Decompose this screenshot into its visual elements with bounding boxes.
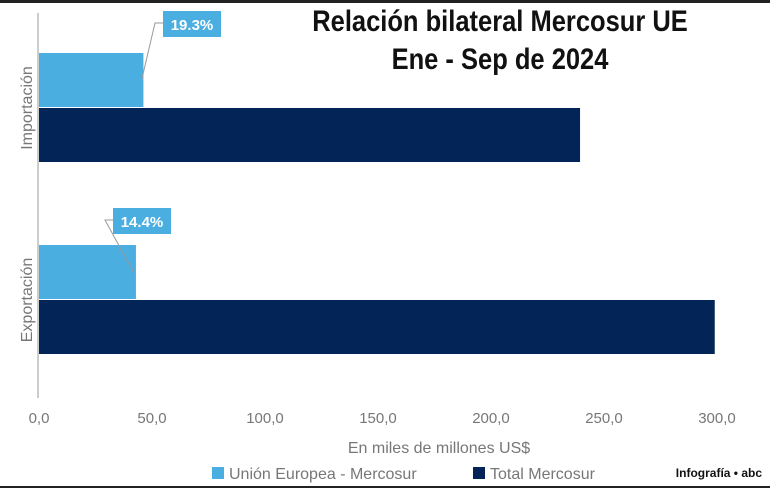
annotation-label: 19.3% xyxy=(171,17,214,34)
bar-total xyxy=(39,300,715,354)
x-tick-label: 50,0 xyxy=(137,410,166,427)
x-tick-label: 100,0 xyxy=(246,410,284,427)
legend-swatch xyxy=(473,467,485,479)
bar-eu xyxy=(39,53,144,107)
x-tick-label: 0,0 xyxy=(29,410,50,427)
bar-eu xyxy=(39,245,136,299)
annotation-box xyxy=(113,208,171,234)
category-label: Exportación xyxy=(19,258,36,343)
x-tick-label: 200,0 xyxy=(472,410,510,427)
legend-label: Unión Europea - Mercosur xyxy=(229,466,417,483)
category-label: Importación xyxy=(19,66,36,150)
annotation-leader xyxy=(140,22,163,82)
annotation-leader xyxy=(104,219,135,274)
plot-area: Importación 19.3% Exportación 14.4% 0,0 50,0 1… xyxy=(19,11,736,483)
x-tick-label: 300,0 xyxy=(698,410,736,427)
credit: Infografía • abc xyxy=(675,466,762,480)
x-axis-title: En miles de millones US$ xyxy=(348,440,530,457)
legend-label: Total Mercosur xyxy=(490,466,596,483)
chart-subtitle: Ene - Sep de 2024 xyxy=(391,43,609,76)
annotation-box xyxy=(163,11,221,37)
chart-title: Relación bilateral Mercosur UE xyxy=(312,5,688,38)
bar-total xyxy=(39,108,581,162)
x-tick-label: 150,0 xyxy=(359,410,397,427)
annotation-label: 14.4% xyxy=(121,214,164,231)
x-tick-label: 250,0 xyxy=(585,410,623,427)
legend-swatch xyxy=(212,467,224,479)
